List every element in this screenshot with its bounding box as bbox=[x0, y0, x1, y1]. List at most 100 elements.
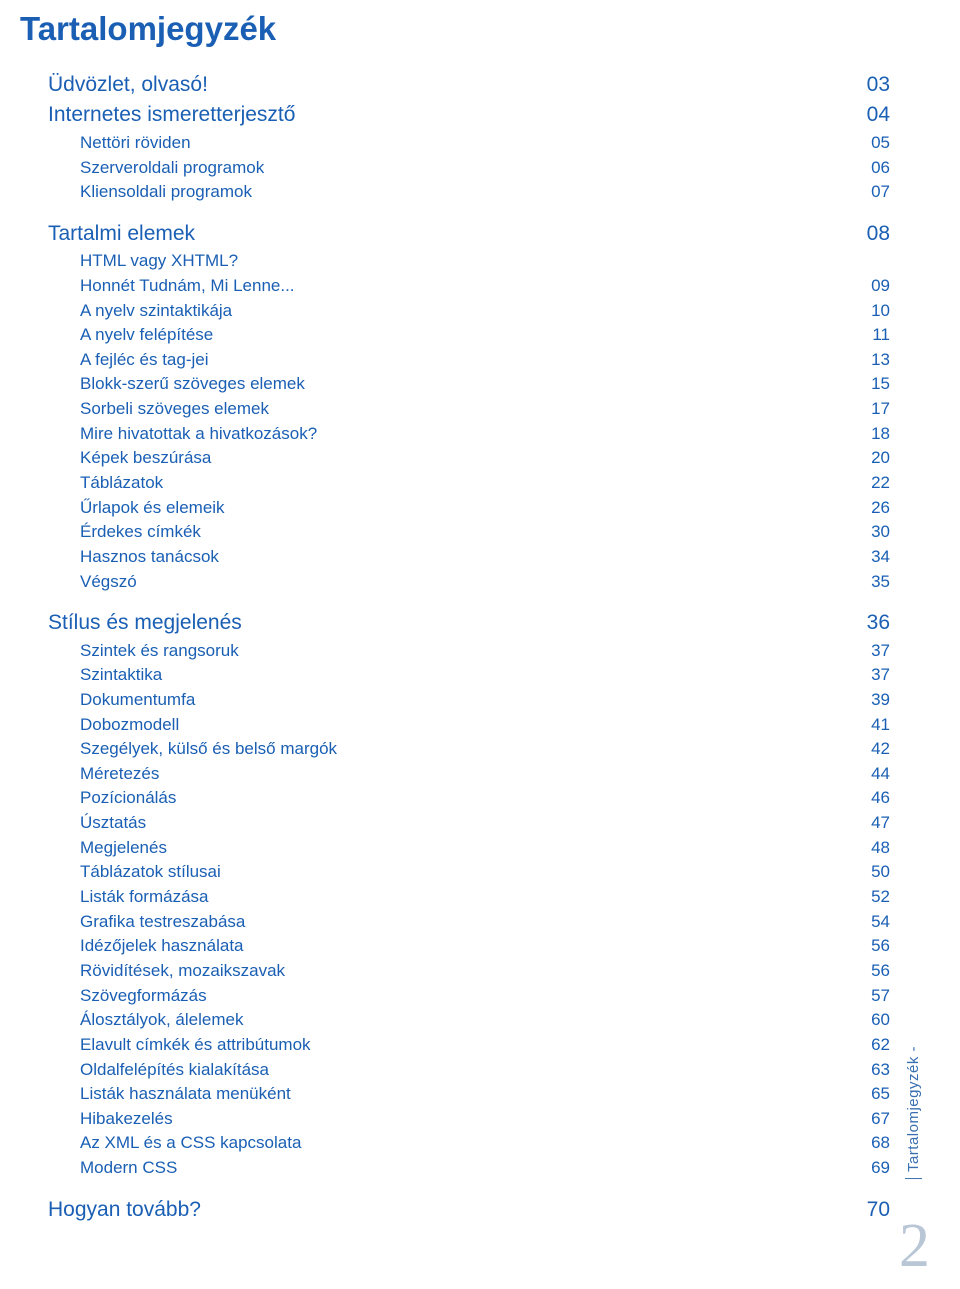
toc-label: Képek beszúrása bbox=[80, 446, 221, 471]
toc-label: Szegélyek, külső és belső margók bbox=[80, 737, 347, 762]
toc-item-row: Oldalfelépítés kialakítása 63 bbox=[20, 1058, 890, 1083]
toc-item-row: Táblázatok22 bbox=[20, 471, 890, 496]
toc-label: Végszó bbox=[80, 570, 147, 595]
toc-label: Hibakezelés bbox=[80, 1107, 183, 1132]
toc-page: Tartalomjegyzék Üdvözlet, olvasó!03Inter… bbox=[0, 0, 960, 1289]
toc-page-number: 36 bbox=[858, 608, 890, 638]
toc-label: Szerveroldali programok bbox=[80, 156, 274, 181]
toc-label: Az XML és a CSS kapcsolata bbox=[80, 1131, 311, 1156]
toc-chapter-row: Hogyan tovább? 70 bbox=[20, 1195, 890, 1225]
toc-label: Táblázatok stílusai bbox=[80, 860, 231, 885]
toc-label: Kliensoldali programok bbox=[80, 180, 262, 205]
toc-page-number: 63 bbox=[858, 1058, 890, 1083]
toc-page-number: 47 bbox=[858, 811, 890, 836]
toc-item-row: Elavult címkék és attribútumok62 bbox=[20, 1033, 890, 1058]
toc-page-number: 57 bbox=[858, 984, 890, 1009]
toc-item-row: Sorbeli szöveges elemek17 bbox=[20, 397, 890, 422]
toc-item-row: Dobozmodell41 bbox=[20, 713, 890, 738]
toc-item-row: Hasznos tanácsok34 bbox=[20, 545, 890, 570]
toc-label: Szövegformázás bbox=[80, 984, 217, 1009]
toc-item-row: Listák használata menüként65 bbox=[20, 1082, 890, 1107]
toc-page-number: 69 bbox=[858, 1156, 890, 1181]
toc-item-row: Grafika testreszabása 54 bbox=[20, 910, 890, 935]
toc-label: Űrlapok és elemeik bbox=[80, 496, 235, 521]
toc-chapter-row: Stílus és megjelenés 36 bbox=[20, 608, 890, 638]
toc-page-number: 54 bbox=[858, 910, 890, 935]
toc-page-number: 67 bbox=[858, 1107, 890, 1132]
toc-label: Hogyan tovább? bbox=[48, 1195, 211, 1225]
toc-page-number: 48 bbox=[858, 836, 890, 861]
toc-label: Megjelenés bbox=[80, 836, 177, 861]
toc-label: Érdekes címkék bbox=[80, 520, 211, 545]
toc-page-number: 70 bbox=[858, 1195, 890, 1225]
toc-item-row: Álosztályok, álelemek60 bbox=[20, 1008, 890, 1033]
toc-body: Üdvözlet, olvasó!03Internetes ismeretter… bbox=[20, 70, 890, 1225]
toc-page-number: 56 bbox=[858, 959, 890, 984]
toc-item-row: Szegélyek, külső és belső margók 42 bbox=[20, 737, 890, 762]
toc-item-row: Táblázatok stílusai 50 bbox=[20, 860, 890, 885]
toc-label: Blokk-szerű szöveges elemek bbox=[80, 372, 315, 397]
toc-label: Dokumentumfa bbox=[80, 688, 205, 713]
toc-item-row: A nyelv felépítése 11 bbox=[20, 323, 890, 348]
toc-label: Honnét Tudnám, Mi Lenne... bbox=[80, 274, 305, 299]
toc-item-row: Űrlapok és elemeik 26 bbox=[20, 496, 890, 521]
toc-label: Álosztályok, álelemek bbox=[80, 1008, 253, 1033]
toc-label: Nettöri röviden bbox=[80, 131, 201, 156]
toc-label: Táblázatok bbox=[80, 471, 173, 496]
toc-label: A nyelv szintaktikája bbox=[80, 299, 242, 324]
toc-chapter-row: Tartalmi elemek 08 bbox=[20, 219, 890, 249]
toc-label: Szintek és rangsoruk bbox=[80, 639, 249, 664]
toc-item-row: Modern CSS69 bbox=[20, 1156, 890, 1181]
toc-label: Úsztatás bbox=[80, 811, 156, 836]
toc-page-number: 08 bbox=[858, 219, 890, 249]
toc-label: Listák formázása bbox=[80, 885, 219, 910]
toc-label: A fejléc és tag-jei bbox=[80, 348, 219, 373]
toc-item-row: Képek beszúrása 20 bbox=[20, 446, 890, 471]
toc-item-row: Rövidítések, mozaikszavak56 bbox=[20, 959, 890, 984]
toc-label: Grafika testreszabása bbox=[80, 910, 255, 935]
toc-label: Sorbeli szöveges elemek bbox=[80, 397, 279, 422]
toc-page-number: 11 bbox=[858, 323, 890, 348]
toc-label: Stílus és megjelenés bbox=[48, 608, 252, 638]
toc-item-row: Kliensoldali programok07 bbox=[20, 180, 890, 205]
toc-label: Elavult címkék és attribútumok bbox=[80, 1033, 321, 1058]
toc-page-number: 18 bbox=[858, 422, 890, 447]
toc-page-number: 13 bbox=[858, 348, 890, 373]
toc-page-number: 10 bbox=[858, 299, 890, 324]
toc-item-row: Hibakezelés 67 bbox=[20, 1107, 890, 1132]
toc-item-row: Méretezés44 bbox=[20, 762, 890, 787]
toc-page-number: 09 bbox=[858, 274, 890, 299]
page-number: 2 bbox=[899, 1215, 930, 1277]
toc-page-number: 37 bbox=[858, 639, 890, 664]
toc-page-number: 68 bbox=[858, 1131, 890, 1156]
toc-label: A nyelv felépítése bbox=[80, 323, 223, 348]
toc-item-row: Dokumentumfa 39 bbox=[20, 688, 890, 713]
side-section-label: Tartalomjegyzék - bbox=[905, 1046, 922, 1179]
toc-page-number: 50 bbox=[858, 860, 890, 885]
toc-page-number: 56 bbox=[858, 934, 890, 959]
toc-item-row: HTML vagy XHTML? bbox=[20, 249, 890, 274]
toc-label: Oldalfelépítés kialakítása bbox=[80, 1058, 279, 1083]
toc-label: Listák használata menüként bbox=[80, 1082, 301, 1107]
toc-label: Tartalmi elemek bbox=[48, 219, 205, 249]
toc-page-number: 15 bbox=[858, 372, 890, 397]
toc-label: Hasznos tanácsok bbox=[80, 545, 229, 570]
toc-item-row: Úsztatás 47 bbox=[20, 811, 890, 836]
toc-label: HTML vagy XHTML? bbox=[80, 249, 248, 274]
toc-page-number: 35 bbox=[858, 570, 890, 595]
toc-page-number: 05 bbox=[858, 131, 890, 156]
toc-item-row: Mire hivatottak a hivatkozások?18 bbox=[20, 422, 890, 447]
toc-page-number: 39 bbox=[858, 688, 890, 713]
toc-label: Méretezés bbox=[80, 762, 169, 787]
toc-page-number: 30 bbox=[858, 520, 890, 545]
toc-label: Üdvözlet, olvasó! bbox=[48, 70, 218, 100]
toc-chapter-row: Internetes ismeretterjesztő04 bbox=[20, 100, 890, 130]
toc-page-number: 26 bbox=[858, 496, 890, 521]
toc-item-row: Szerveroldali programok06 bbox=[20, 156, 890, 181]
toc-label: Pozícionálás bbox=[80, 786, 186, 811]
toc-section: Hogyan tovább? 70 bbox=[20, 1195, 890, 1225]
toc-item-row: Érdekes címkék 30 bbox=[20, 520, 890, 545]
toc-page-number: 42 bbox=[858, 737, 890, 762]
toc-page-number: 20 bbox=[858, 446, 890, 471]
toc-item-row: Honnét Tudnám, Mi Lenne... 09 bbox=[20, 274, 890, 299]
